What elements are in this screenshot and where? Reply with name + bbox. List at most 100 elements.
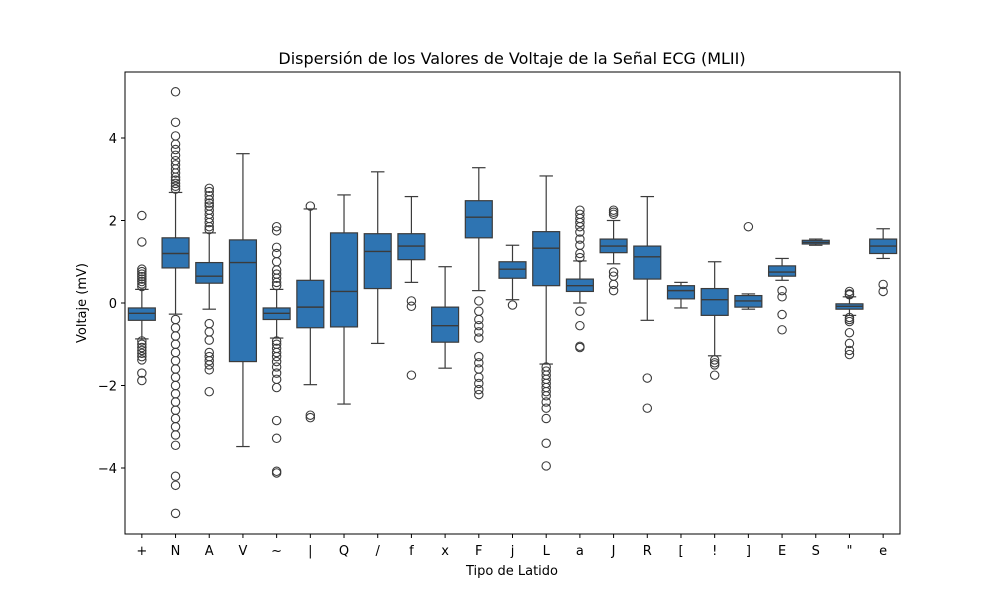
- outlier-point: [541, 386, 551, 397]
- outlier-point: [137, 279, 147, 289]
- outlier-point: [137, 351, 147, 362]
- outlier-point: [271, 226, 282, 236]
- outlier-point: [170, 355, 181, 366]
- box-group: [599, 205, 628, 296]
- outlier-point: [204, 198, 214, 208]
- box-group: [464, 167, 493, 400]
- outlier-point: [170, 144, 181, 155]
- y-tick-label: 2: [109, 215, 117, 230]
- outlier-point: [137, 266, 147, 277]
- outlier-point: [575, 227, 585, 237]
- box-group: [801, 238, 830, 246]
- outlier-point: [271, 368, 282, 378]
- outlier-point: [844, 345, 855, 356]
- outlier-point: [204, 335, 214, 345]
- outlier-point: [170, 372, 181, 382]
- outlier-point: [137, 276, 147, 287]
- outlier-point: [575, 217, 585, 228]
- x-tick-label: ": [846, 544, 852, 559]
- outlier-point: [844, 338, 855, 349]
- box: [195, 261, 224, 284]
- outlier-point: [271, 242, 282, 253]
- outlier-point: [271, 273, 282, 283]
- outlier-point: [137, 264, 147, 274]
- x-tick-label: /: [376, 544, 381, 559]
- outlier-point: [271, 336, 282, 346]
- box-group: [363, 171, 392, 345]
- outlier-point: [575, 248, 585, 259]
- box-group: [195, 183, 224, 397]
- outlier-point: [406, 370, 417, 380]
- x-tick-label: a: [576, 544, 584, 559]
- outlier-point: [575, 320, 585, 331]
- y-tick-label: −2: [98, 380, 117, 395]
- outlier-point: [271, 415, 282, 426]
- outlier-point: [844, 349, 855, 360]
- plot-marks: [127, 87, 898, 519]
- x-axis-label: Tipo de Latido: [465, 564, 558, 579]
- box: [228, 239, 258, 363]
- outlier-point: [271, 347, 282, 358]
- x-tick-label: Q: [339, 544, 349, 559]
- box: [329, 232, 359, 328]
- x-tick-label: S: [812, 544, 820, 559]
- box-group: [228, 153, 258, 448]
- outlier-point: [474, 389, 484, 400]
- x-tick-label: e: [879, 544, 887, 559]
- outlier-point: [170, 413, 181, 424]
- box-group: [565, 205, 594, 353]
- outlier-point: [137, 375, 147, 386]
- outlier-point: [170, 440, 181, 451]
- outlier-point: [709, 360, 720, 370]
- outlier-point: [878, 279, 888, 290]
- outlier-point: [575, 234, 585, 244]
- box: [431, 306, 460, 343]
- outlier-point: [271, 356, 282, 367]
- outlier-point: [271, 468, 282, 478]
- y-tick-label: 0: [109, 297, 117, 312]
- box: [532, 231, 561, 287]
- outlier-point: [170, 347, 181, 358]
- box-group: [431, 266, 460, 369]
- outlier-point: [474, 306, 484, 316]
- box-group: [869, 228, 898, 297]
- outlier-point: [406, 301, 417, 312]
- y-tick-label: −4: [98, 462, 117, 477]
- outlier-point: [170, 178, 181, 189]
- outlier-point: [575, 240, 585, 251]
- box: [767, 265, 797, 277]
- outlier-point: [137, 348, 147, 359]
- box-group: [161, 87, 190, 519]
- x-tick-label: L: [543, 544, 551, 559]
- outlier-point: [170, 397, 181, 407]
- outlier-point: [575, 342, 585, 353]
- x-tick-label: E: [778, 544, 786, 559]
- outlier-point: [271, 280, 282, 291]
- box: [633, 245, 662, 280]
- outlier-point: [608, 285, 619, 296]
- outlier-point: [777, 309, 787, 320]
- outlier-point: [204, 365, 214, 375]
- outlier-point: [608, 207, 619, 218]
- outlier-point: [271, 221, 282, 232]
- x-tick-label: F: [475, 544, 482, 559]
- outlier-point: [204, 183, 214, 194]
- outlier-point: [844, 314, 855, 325]
- outlier-point: [170, 150, 181, 161]
- outlier-point: [575, 221, 585, 232]
- outlier-point: [271, 362, 282, 372]
- outlier-point: [541, 391, 551, 401]
- y-tick-label: 4: [109, 132, 117, 147]
- outlier-point: [204, 327, 214, 337]
- outlier-point: [170, 331, 181, 341]
- x-tick-label: j: [510, 544, 515, 559]
- outlier-point: [743, 221, 754, 232]
- outlier-point: [844, 286, 855, 297]
- outlier-point: [170, 139, 181, 149]
- box-group: [262, 221, 291, 478]
- box: [700, 287, 729, 316]
- outlier-point: [170, 380, 181, 391]
- outlier-point: [474, 384, 484, 395]
- outlier-point: [170, 421, 181, 432]
- box: [666, 285, 696, 300]
